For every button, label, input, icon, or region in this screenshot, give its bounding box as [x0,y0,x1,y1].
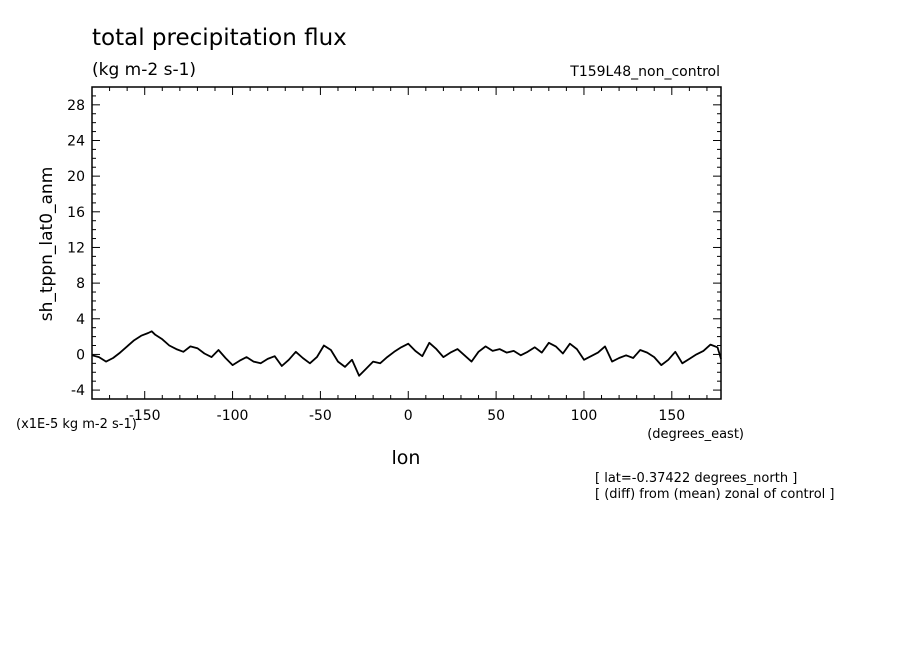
x-tick-label: 0 [404,408,413,424]
y-axis-label: sh_tppn_lat0_anm [37,167,57,322]
y-scale-note: (x1E-5 kg m-2 s-1) [16,417,137,432]
x-axis-label: lon [392,447,421,469]
chart-title: total precipitation flux [92,25,347,51]
note-latitude: [ lat=-0.37422 degrees_north ] [595,471,797,486]
y-tick-label: 0 [76,347,85,363]
note-difference: [ (diff) from (mean) zonal of control ] [595,487,834,502]
x-tick-label: -150 [129,408,161,424]
x-tick-label: 100 [571,408,598,424]
y-tick-label: 16 [67,205,85,221]
y-tick-labels: -4 0 4 8 12 16 20 24 28 [67,98,85,399]
chart-units: (kg m-2 s-1) [92,60,196,80]
y-tick-label: -4 [71,383,85,399]
x-tick-label: -50 [309,408,332,424]
x-tick-label: -100 [217,408,249,424]
x-tick-labels: -150 -100 -50 0 50 100 150 [129,408,685,424]
x-tick-label: 50 [487,408,505,424]
plot-frame [91,86,722,400]
y-tick-label: 8 [76,276,85,292]
x-tick-label: 150 [658,408,685,424]
y-tick-label: 24 [67,133,85,149]
axis-ticks [92,86,721,400]
y-tick-label: 12 [67,240,85,256]
y-tick-label: 28 [67,98,85,114]
series-line [91,330,722,377]
run-label: T159L48_non_control [569,64,720,80]
x-units: (degrees_east) [647,427,744,442]
y-tick-label: 4 [76,312,85,328]
y-tick-label: 20 [67,169,85,185]
